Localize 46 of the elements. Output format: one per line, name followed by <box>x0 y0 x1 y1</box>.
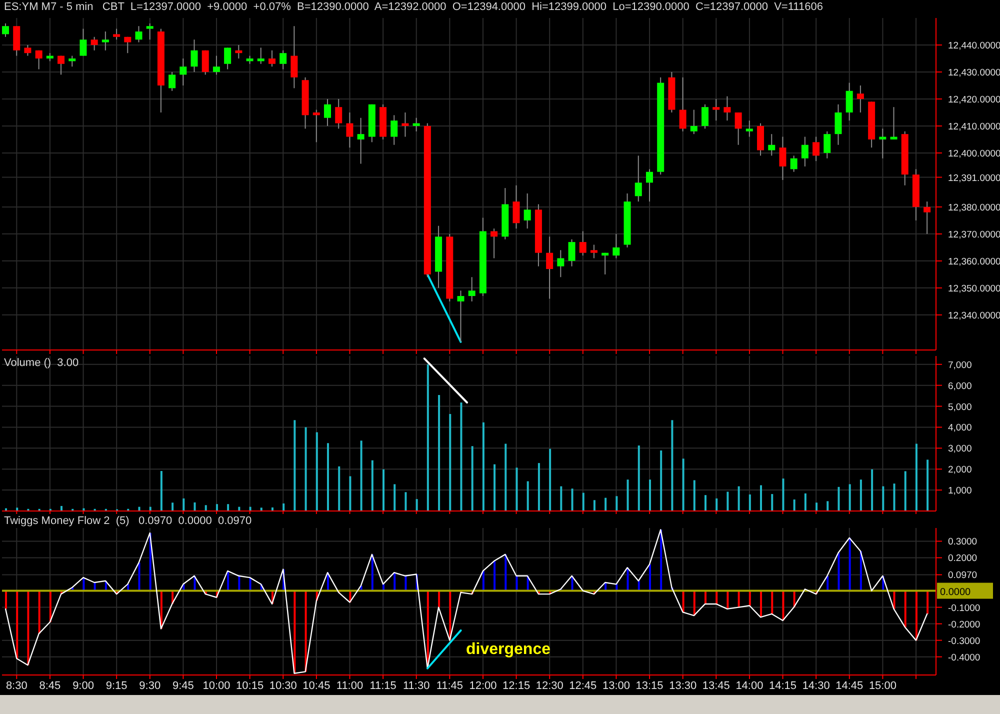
y-tick-label: -0.1000 <box>948 602 980 614</box>
y-tick-label: 2,000 <box>948 464 972 476</box>
y-tick-label: 4,000 <box>948 422 972 434</box>
x-tick-label: 12:15 <box>502 680 530 692</box>
x-tick-label: 9:15 <box>106 680 128 692</box>
x-tick-label: 14:00 <box>736 680 764 692</box>
x-tick-label: 14:45 <box>836 680 864 692</box>
y-tick-label: -0.2000 <box>948 619 980 630</box>
x-tick-label: 9:00 <box>72 680 94 692</box>
x-tick-label: 13:45 <box>702 680 730 692</box>
x-tick-label: 13:00 <box>602 680 630 692</box>
x-tick-label: 8:30 <box>6 680 28 692</box>
y-tick-label: 0.3000 <box>948 536 978 548</box>
x-tick-label: 12:45 <box>569 680 597 692</box>
x-tick-label: 12:00 <box>469 680 497 692</box>
x-tick-label: 9:45 <box>172 680 194 692</box>
annotation: divergence <box>466 641 550 659</box>
x-tick-label: 8:45 <box>39 680 61 692</box>
y-tick-label: 0.2000 <box>948 553 978 564</box>
x-tick-label: 10:00 <box>202 680 230 692</box>
ref-line-label: 0.0000 <box>940 586 972 598</box>
x-tick-label: 11:00 <box>336 680 364 692</box>
chart-title: Volume () 3.00 <box>4 357 79 369</box>
y-tick-label: -0.4000 <box>948 652 980 664</box>
x-tick-label: 11:15 <box>370 680 396 692</box>
x-tick-label: 13:15 <box>636 680 664 692</box>
x-tick-label: 12:30 <box>536 680 564 692</box>
x-tick-label: 9:30 <box>139 680 161 692</box>
y-tick-label: 5,000 <box>948 402 972 413</box>
chart-title: ES:YM M7 - 5 min CBT L=12397.0000 +9.0000 +0.07% B=12390.0000 A=12392.0000 O=12394.0000 Hi=12399.0000 Lo=12390.0000 C=12397.0000 V=111606 <box>4 1 823 13</box>
x-tick-label: 14:15 <box>769 680 797 692</box>
x-tick-label: 11:45 <box>436 680 464 692</box>
y-tick-label: 6,000 <box>948 380 972 392</box>
y-tick-label: 1,000 <box>948 486 972 497</box>
y-tick-label: 0.0970 <box>948 570 978 582</box>
x-tick-label: 13:30 <box>669 680 697 692</box>
x-tick-label: 15:00 <box>868 680 896 692</box>
x-tick-label: 14:30 <box>802 680 830 692</box>
x-tick-label: 10:45 <box>302 680 330 692</box>
y-tick-label: 7,000 <box>948 360 972 371</box>
x-tick-label: 11:30 <box>403 680 430 692</box>
y-tick-label: 3,000 <box>948 444 972 455</box>
y-tick-label: -0.3000 <box>948 636 980 647</box>
x-tick-label: 10:15 <box>236 680 264 692</box>
x-tick-label: 10:30 <box>269 680 297 692</box>
chart-title: Twiggs Money Flow 2 (5) 0.0970 0.0000 0.0970 <box>4 515 252 527</box>
